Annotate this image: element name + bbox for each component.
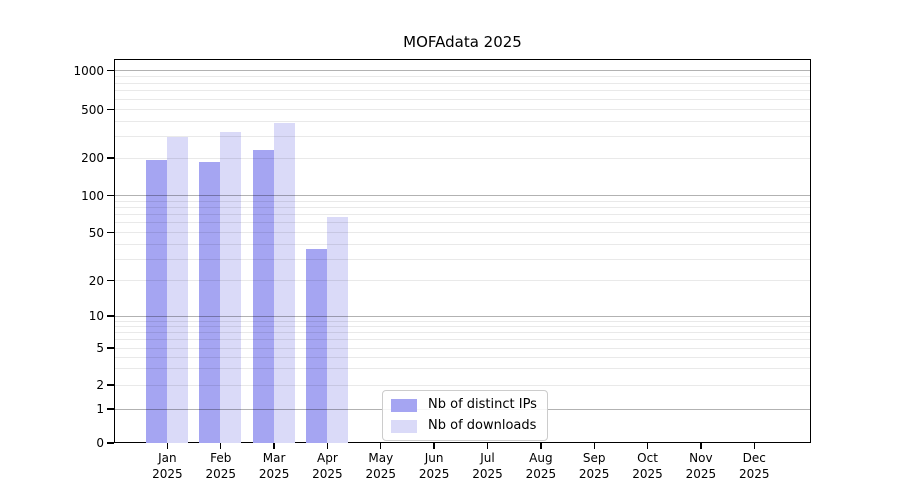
gridline-minor bbox=[115, 347, 810, 349]
x-tick-mark bbox=[540, 443, 542, 449]
x-tick-mark bbox=[273, 443, 275, 449]
y-tick-mark bbox=[107, 157, 114, 159]
y-tick-label-2: 2 bbox=[96, 378, 104, 392]
x-tick-mark bbox=[753, 443, 755, 449]
y-tick-mark bbox=[107, 231, 114, 234]
gridline-minor bbox=[115, 384, 810, 386]
x-tick-label-feb: Feb 2025 bbox=[205, 451, 237, 481]
y-tick-mark bbox=[107, 279, 114, 282]
y-tick-mark bbox=[107, 315, 114, 317]
plot-area bbox=[114, 59, 811, 443]
x-tick-label-dec: Dec 2025 bbox=[738, 451, 770, 481]
bar-downloads-jan bbox=[167, 137, 189, 443]
x-tick-mark bbox=[326, 443, 329, 449]
gridline-minor bbox=[115, 222, 810, 224]
x-tick-label-jul: Jul 2025 bbox=[472, 451, 503, 481]
gridline-major bbox=[115, 195, 810, 197]
y-tick-mark bbox=[107, 108, 114, 111]
x-tick-label-jan: Jan 2025 bbox=[152, 451, 183, 481]
gridline-minor bbox=[115, 326, 810, 327]
gridline-minor bbox=[115, 207, 810, 209]
bar-distinct-ips-mar bbox=[252, 150, 274, 443]
y-tick-mark bbox=[107, 442, 114, 444]
bar-distinct-ips-feb bbox=[199, 162, 221, 443]
chart-title: MOFAdata 2025 bbox=[403, 33, 522, 51]
gridline-minor bbox=[115, 243, 810, 245]
legend-label: Nb of downloads bbox=[428, 418, 537, 433]
gridline-minor bbox=[115, 109, 810, 111]
legend-item: Nb of distinct IPs bbox=[391, 397, 537, 413]
gridline-minor bbox=[115, 214, 810, 216]
x-tick-mark bbox=[220, 443, 222, 449]
gridline-minor bbox=[115, 320, 810, 322]
y-tick-label-200: 200 bbox=[81, 151, 104, 165]
bar-downloads-feb bbox=[220, 132, 242, 443]
x-tick-mark bbox=[433, 443, 435, 449]
x-tick-mark bbox=[166, 443, 169, 449]
x-tick-mark bbox=[380, 443, 382, 449]
x-tick-label-apr: Apr 2025 bbox=[312, 451, 343, 481]
y-tick-mark bbox=[107, 347, 114, 349]
gridline-minor bbox=[115, 356, 810, 358]
x-tick-label-mar: Mar 2025 bbox=[258, 451, 290, 481]
gridline-minor bbox=[115, 332, 810, 334]
gridline-minor bbox=[115, 258, 810, 260]
gridline-minor bbox=[115, 339, 810, 341]
gridline-minor bbox=[115, 90, 810, 92]
y-tick-label-100: 100 bbox=[81, 188, 104, 203]
x-tick-label-aug: Aug 2025 bbox=[525, 451, 557, 481]
x-tick-label-sep: Sep 2025 bbox=[578, 451, 610, 481]
bar-distinct-ips-apr bbox=[306, 249, 328, 443]
gridline-major bbox=[115, 70, 810, 72]
legend: Nb of distinct IPs Nb of downloads bbox=[382, 390, 548, 441]
y-tick-label-500: 500 bbox=[81, 102, 104, 117]
y-tick-label-20: 20 bbox=[88, 273, 104, 288]
gridline-minor bbox=[115, 232, 810, 234]
x-tick-mark bbox=[486, 443, 489, 449]
x-tick-label-may: May 2025 bbox=[365, 451, 397, 481]
y-tick-mark bbox=[107, 194, 114, 197]
bar-downloads-apr bbox=[327, 217, 349, 443]
x-tick-label-oct: Oct 2025 bbox=[632, 451, 663, 481]
y-tick-label-10: 10 bbox=[88, 309, 104, 323]
legend-swatch-distinct-ips bbox=[391, 398, 417, 412]
bar-distinct-ips-jan bbox=[146, 160, 168, 443]
x-tick-mark bbox=[593, 443, 595, 449]
y-tick-label-50: 50 bbox=[88, 225, 104, 240]
x-tick-mark bbox=[646, 443, 649, 449]
gridline-major bbox=[115, 315, 810, 317]
legend-item: Nb of downloads bbox=[391, 418, 537, 434]
y-tick-mark bbox=[107, 69, 114, 72]
legend-swatch-downloads bbox=[391, 419, 417, 433]
y-tick-label-0: 0 bbox=[96, 436, 104, 450]
x-tick-label-nov: Nov 2025 bbox=[685, 451, 717, 481]
gridline-minor bbox=[115, 280, 810, 282]
y-tick-label-5: 5 bbox=[96, 341, 104, 355]
legend-label: Nb of distinct IPs bbox=[428, 397, 537, 412]
gridline-minor bbox=[115, 76, 810, 78]
y-tick-label-1: 1 bbox=[96, 402, 104, 416]
bar-downloads-mar bbox=[273, 123, 295, 443]
gridline-minor bbox=[115, 82, 810, 84]
gridline-minor bbox=[115, 98, 810, 100]
x-tick-label-jun: Jun 2025 bbox=[418, 451, 450, 481]
gridline-minor bbox=[115, 121, 810, 122]
gridline-minor bbox=[115, 200, 810, 202]
gridline-minor bbox=[115, 157, 810, 159]
x-tick-mark bbox=[700, 443, 702, 449]
gridline-minor bbox=[115, 368, 810, 370]
y-tick-mark bbox=[107, 384, 114, 386]
y-tick-mark bbox=[107, 408, 114, 410]
gridline-minor bbox=[115, 136, 810, 138]
y-tick-label-1000: 1000 bbox=[73, 63, 104, 78]
